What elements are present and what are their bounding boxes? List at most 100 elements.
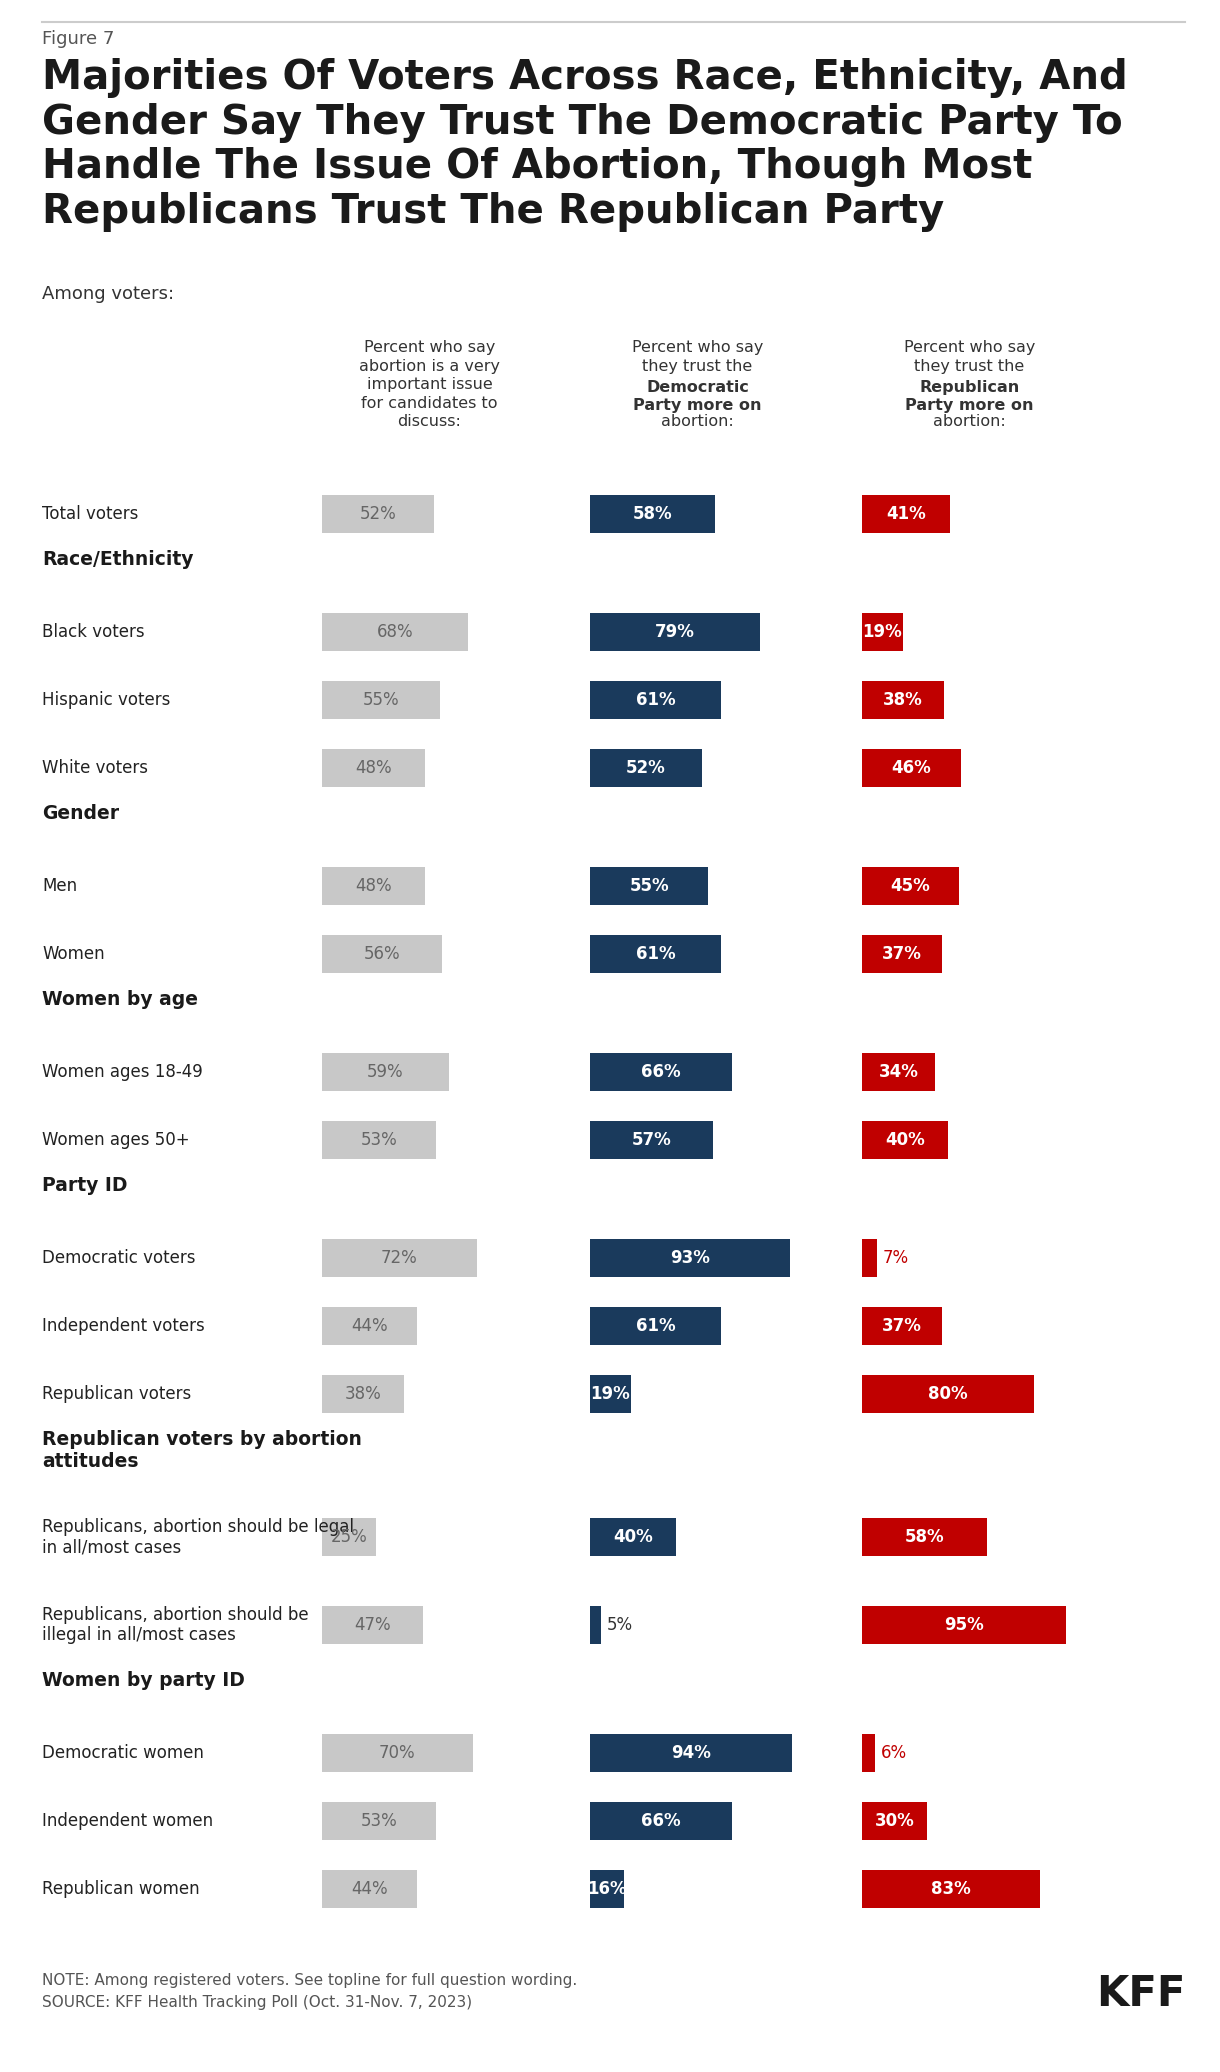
Text: 25%: 25% <box>331 1527 367 1546</box>
Bar <box>322 934 443 974</box>
Bar <box>590 682 721 719</box>
Text: 19%: 19% <box>590 1384 631 1403</box>
Bar <box>863 495 950 533</box>
Bar <box>590 1871 625 1908</box>
Text: 46%: 46% <box>892 758 931 777</box>
Text: Black voters: Black voters <box>41 624 145 640</box>
Text: 55%: 55% <box>630 876 669 895</box>
Text: 58%: 58% <box>632 506 672 522</box>
Text: 95%: 95% <box>944 1616 985 1635</box>
Text: 37%: 37% <box>882 1318 922 1334</box>
Text: 40%: 40% <box>886 1131 925 1150</box>
Bar <box>322 1734 472 1772</box>
Text: Women ages 18-49: Women ages 18-49 <box>41 1063 203 1082</box>
Bar <box>863 1803 926 1840</box>
Text: Race/Ethnicity: Race/Ethnicity <box>41 549 194 570</box>
Bar <box>322 1121 436 1158</box>
Text: 79%: 79% <box>655 624 695 640</box>
Bar <box>863 613 903 651</box>
Text: 70%: 70% <box>379 1745 416 1761</box>
Text: White voters: White voters <box>41 758 148 777</box>
Text: Percent who say
abortion is a very
important issue
for candidates to
discuss:: Percent who say abortion is a very impor… <box>359 340 500 429</box>
Text: Among voters:: Among voters: <box>41 286 174 303</box>
Bar <box>590 1803 732 1840</box>
Text: 61%: 61% <box>636 1318 676 1334</box>
Bar <box>322 1239 477 1276</box>
Text: 30%: 30% <box>875 1813 914 1830</box>
Text: Democratic
Party more on: Democratic Party more on <box>633 379 761 414</box>
Text: 44%: 44% <box>351 1879 388 1898</box>
Text: Republicans, abortion should be
illegal in all/most cases: Republicans, abortion should be illegal … <box>41 1606 309 1645</box>
Text: Gender: Gender <box>41 804 120 823</box>
Text: 66%: 66% <box>642 1063 681 1082</box>
Bar <box>590 748 702 787</box>
Bar <box>590 1734 792 1772</box>
Text: 41%: 41% <box>886 506 926 522</box>
Bar <box>322 613 468 651</box>
Text: 52%: 52% <box>626 758 666 777</box>
Text: SOURCE: KFF Health Tracking Poll (Oct. 31-Nov. 7, 2023): SOURCE: KFF Health Tracking Poll (Oct. 3… <box>41 1995 472 2010</box>
Bar <box>863 1871 1041 1908</box>
Bar <box>590 613 760 651</box>
Text: 56%: 56% <box>364 945 400 963</box>
Bar <box>863 682 944 719</box>
Bar <box>322 866 426 905</box>
Text: 61%: 61% <box>636 945 676 963</box>
Text: Hispanic voters: Hispanic voters <box>41 690 171 709</box>
Text: KFF: KFF <box>1096 1973 1185 2014</box>
Text: 48%: 48% <box>355 758 392 777</box>
Text: 94%: 94% <box>671 1745 711 1761</box>
Text: 61%: 61% <box>636 690 676 709</box>
Text: 59%: 59% <box>367 1063 404 1082</box>
Bar <box>863 1121 948 1158</box>
Text: Women by party ID: Women by party ID <box>41 1670 245 1691</box>
Text: Percent who say
they trust the


abortion:: Percent who say they trust the abortion: <box>904 340 1036 429</box>
Bar <box>590 1307 721 1345</box>
Text: NOTE: Among registered voters. See topline for full question wording.: NOTE: Among registered voters. See topli… <box>41 1973 577 1987</box>
Text: 7%: 7% <box>883 1249 909 1266</box>
Bar <box>863 1053 935 1092</box>
Text: 38%: 38% <box>344 1384 381 1403</box>
Bar <box>590 866 709 905</box>
Text: Democratic women: Democratic women <box>41 1745 204 1761</box>
Text: Percent who say
they trust the


abortion:: Percent who say they trust the abortion: <box>632 340 764 429</box>
Text: Party ID: Party ID <box>41 1177 128 1196</box>
Bar <box>322 1307 416 1345</box>
Bar <box>322 1519 376 1556</box>
Text: 57%: 57% <box>632 1131 671 1150</box>
Text: 53%: 53% <box>361 1813 398 1830</box>
Text: Republicans, abortion should be legal
in all/most cases: Republicans, abortion should be legal in… <box>41 1517 354 1556</box>
Bar <box>863 934 942 974</box>
Text: 80%: 80% <box>928 1384 967 1403</box>
Bar <box>322 748 426 787</box>
Text: Republican voters: Republican voters <box>41 1384 192 1403</box>
Bar <box>590 1519 676 1556</box>
Bar <box>590 1376 631 1413</box>
Text: 58%: 58% <box>904 1527 944 1546</box>
Text: Women: Women <box>41 945 105 963</box>
Text: 53%: 53% <box>361 1131 398 1150</box>
Bar <box>863 1519 987 1556</box>
Text: 40%: 40% <box>614 1527 653 1546</box>
Bar <box>322 1376 404 1413</box>
Bar <box>322 1871 416 1908</box>
Bar <box>863 1376 1035 1413</box>
Text: 5%: 5% <box>606 1616 633 1635</box>
Bar <box>590 495 715 533</box>
Text: Men: Men <box>41 876 77 895</box>
Text: Women by age: Women by age <box>41 990 198 1009</box>
Text: 44%: 44% <box>351 1318 388 1334</box>
Bar <box>863 748 961 787</box>
Bar <box>863 1606 1066 1643</box>
Bar <box>322 495 434 533</box>
Bar <box>590 1121 712 1158</box>
Text: 93%: 93% <box>670 1249 710 1266</box>
Bar <box>863 866 959 905</box>
Text: 19%: 19% <box>863 624 903 640</box>
Text: 6%: 6% <box>881 1745 906 1761</box>
Text: Figure 7: Figure 7 <box>41 29 115 48</box>
Text: 38%: 38% <box>883 690 922 709</box>
Text: Independent women: Independent women <box>41 1813 214 1830</box>
Text: 47%: 47% <box>354 1616 390 1635</box>
Text: Total voters: Total voters <box>41 506 138 522</box>
